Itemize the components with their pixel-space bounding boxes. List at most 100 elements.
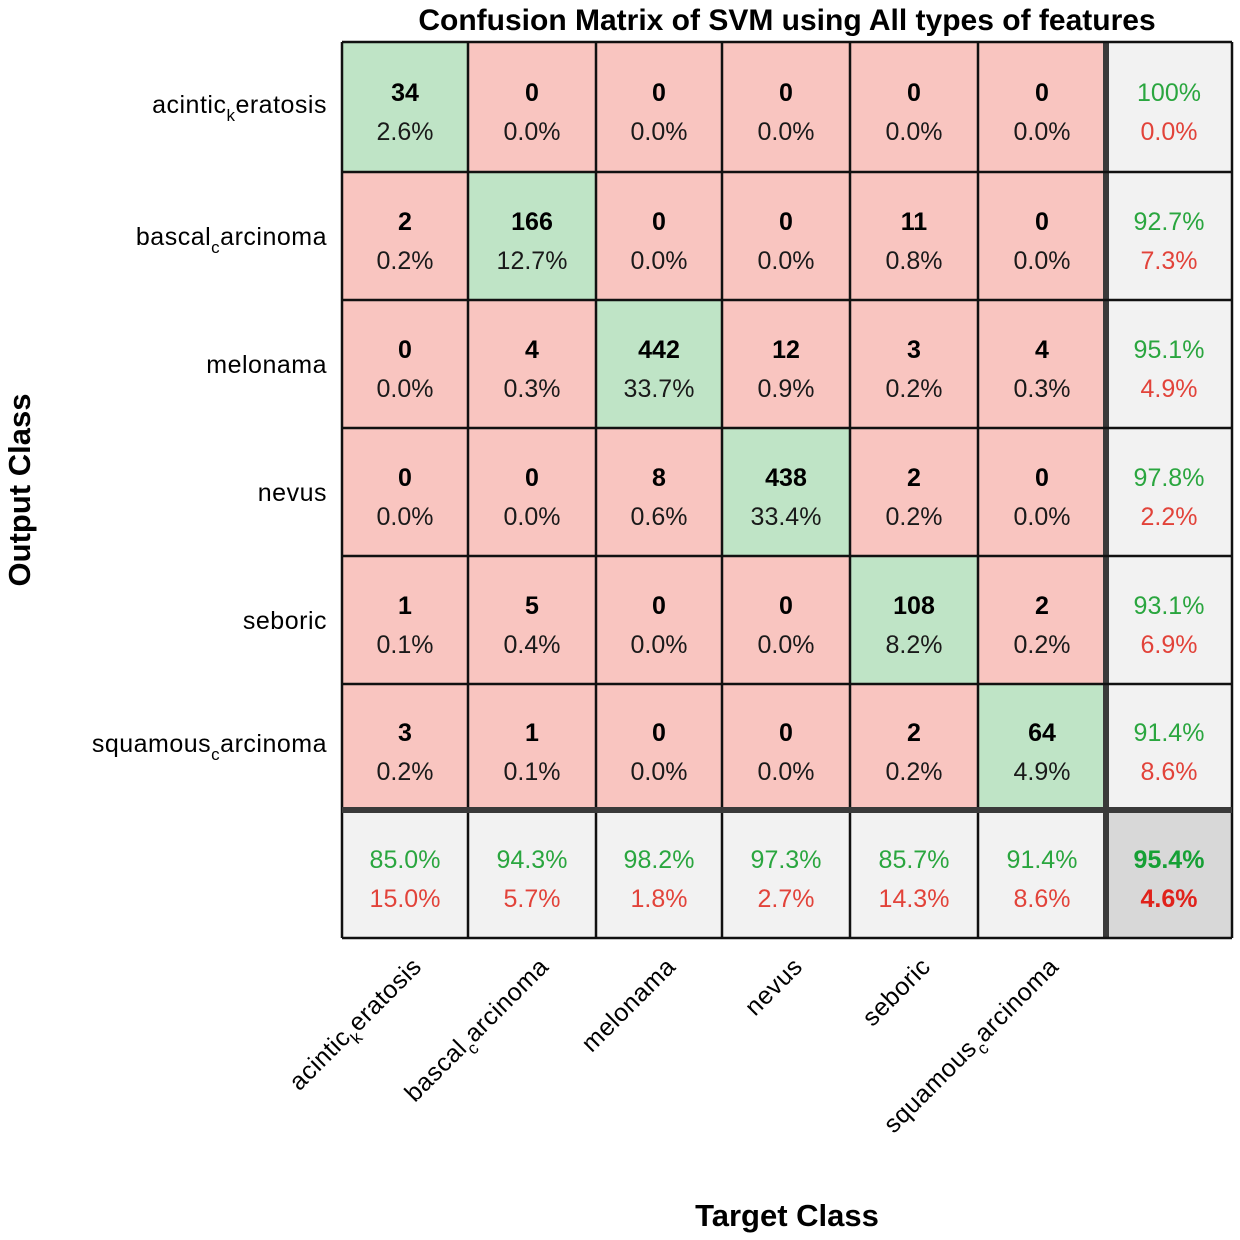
matrix-cells: 342.6%00.0%00.0%00.0%00.0%00.0%100%0.0%2…: [342, 42, 1232, 938]
cell-percent: 33.4%: [751, 503, 822, 531]
cell-background: [722, 300, 850, 428]
summary-incorrect-percent: 1.8%: [631, 885, 688, 913]
tick-label-subscript: c: [211, 745, 220, 764]
tick-label-base: seboric: [243, 607, 327, 635]
summary-incorrect-percent: 2.7%: [758, 885, 815, 913]
grid-lines: [340, 40, 1234, 940]
summary-correct-percent: 91.4%: [1007, 846, 1078, 874]
summary-incorrect-percent: 15.0%: [370, 885, 441, 913]
cell-background: [342, 810, 468, 938]
tick-label-base: acintic: [152, 91, 226, 119]
cell-percent: 4.9%: [1014, 758, 1071, 786]
cell-percent: 0.0%: [631, 118, 688, 146]
cell-percent: 0.8%: [886, 247, 943, 275]
cell-background: [722, 810, 850, 938]
cell-correct-1-1: 166 12.7%: [468, 172, 596, 300]
cell-error-5-1: 1 0.1%: [468, 684, 596, 810]
cell-error-3-5: 0 0.0%: [978, 428, 1106, 556]
tick-label-subscript: k: [226, 106, 235, 125]
cell-background: [596, 684, 722, 810]
summary-incorrect-percent: 4.9%: [1141, 375, 1198, 403]
cell-row-summary-5-6: 91.4% 8.6%: [1106, 684, 1232, 810]
cell-error-3-0: 0 0.0%: [342, 428, 468, 556]
summary-correct-percent: 97.3%: [751, 846, 822, 874]
cell-count: 4: [1035, 336, 1049, 364]
tick-label-base: bascal: [136, 223, 211, 251]
cell-background: [342, 172, 468, 300]
cell-percent: 0.3%: [504, 375, 561, 403]
cell-percent: 0.0%: [631, 247, 688, 275]
x-tick-label-3: nevus: [739, 952, 808, 1021]
cell-count: 0: [779, 79, 793, 107]
cell-count: 2: [907, 719, 921, 747]
cell-background: [342, 300, 468, 428]
cell-background: [978, 810, 1106, 938]
cell-count: 5: [525, 592, 539, 620]
cell-error-1-3: 0 0.0%: [722, 172, 850, 300]
tick-label-base: bascal: [399, 1034, 472, 1107]
tick-label-rest: arcinoma: [220, 730, 327, 758]
cell-background: [1106, 810, 1232, 938]
cell-background: [468, 428, 596, 556]
cell-percent: 0.2%: [886, 375, 943, 403]
cell-percent: 0.2%: [377, 247, 434, 275]
cell-background: [722, 556, 850, 684]
cell-error-4-3: 0 0.0%: [722, 556, 850, 684]
cell-count: 0: [652, 208, 666, 236]
cell-background: [850, 556, 978, 684]
cell-row-summary-2-6: 95.1% 4.9%: [1106, 300, 1232, 428]
cell-error-4-5: 2 0.2%: [978, 556, 1106, 684]
cell-percent: 0.2%: [886, 758, 943, 786]
summary-correct-percent: 92.7%: [1134, 208, 1205, 236]
y-tick-label-4: seboric: [243, 607, 327, 635]
summary-correct-percent: 95.1%: [1134, 336, 1205, 364]
cell-correct-3-3: 438 33.4%: [722, 428, 850, 556]
cell-count: 0: [779, 592, 793, 620]
summary-correct-percent: 85.0%: [370, 846, 441, 874]
y-tick-label-3: nevus: [258, 479, 327, 507]
cell-background: [1106, 684, 1232, 810]
cell-count: 438: [765, 464, 807, 492]
cell-error-3-2: 8 0.6%: [596, 428, 722, 556]
tick-label-base: melonama: [206, 351, 327, 379]
cell-error-2-0: 0 0.0%: [342, 300, 468, 428]
cell-error-5-4: 2 0.2%: [850, 684, 978, 810]
cell-percent: 0.0%: [504, 503, 561, 531]
cell-percent: 0.2%: [377, 758, 434, 786]
summary-incorrect-percent: 5.7%: [504, 885, 561, 913]
cell-background: [596, 42, 722, 172]
cell-count: 1: [525, 719, 539, 747]
cell-background: [850, 810, 978, 938]
cell-background: [978, 556, 1106, 684]
cell-percent: 0.0%: [758, 631, 815, 659]
tick-label-base: nevus: [258, 479, 327, 507]
tick-label-rest: eratosis: [235, 91, 327, 119]
cell-percent: 0.0%: [886, 118, 943, 146]
cell-count: 0: [1035, 208, 1049, 236]
tick-label-base: seboric: [857, 952, 936, 1031]
cell-background: [342, 556, 468, 684]
cell-background: [468, 300, 596, 428]
cell-percent: 0.2%: [1014, 631, 1071, 659]
cell-background: [596, 172, 722, 300]
cell-background: [978, 172, 1106, 300]
cell-background: [1106, 300, 1232, 428]
cell-background: [468, 810, 596, 938]
summary-incorrect-percent: 8.6%: [1014, 885, 1071, 913]
cell-percent: 0.9%: [758, 375, 815, 403]
cell-background: [850, 684, 978, 810]
cell-error-0-1: 0 0.0%: [468, 42, 596, 172]
tick-label-base: squamous: [878, 1034, 982, 1138]
cell-correct-2-2: 442 33.7%: [596, 300, 722, 428]
summary-correct-percent: 94.3%: [497, 846, 568, 874]
cell-percent: 0.0%: [377, 503, 434, 531]
tick-label-subscript: c: [211, 238, 220, 257]
cell-count: 2: [1035, 592, 1049, 620]
cell-percent: 0.0%: [758, 247, 815, 275]
summary-incorrect-percent: 7.3%: [1141, 247, 1198, 275]
cell-error-1-0: 2 0.2%: [342, 172, 468, 300]
summary-correct-percent: 91.4%: [1134, 719, 1205, 747]
cell-background: [342, 684, 468, 810]
